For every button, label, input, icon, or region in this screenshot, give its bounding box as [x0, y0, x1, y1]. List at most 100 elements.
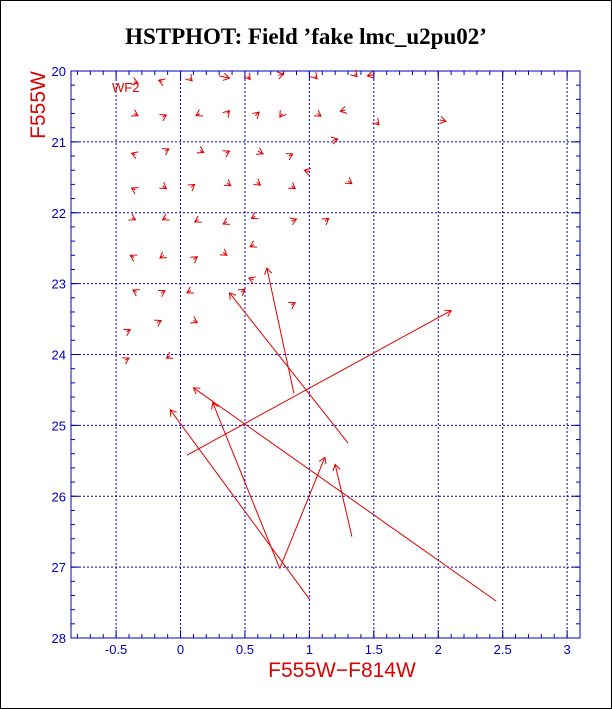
vector-arrowhead [219, 248, 228, 256]
vector-mark [195, 109, 204, 117]
vector-arrowhead [195, 109, 204, 117]
vector-arrowhead [211, 401, 219, 410]
vector-mark [219, 72, 231, 81]
axis-ticks: -0.5 0 0.5 1 1.5 2 2.5 3 20 21 22 23 24 25 26 27 28 [52, 64, 580, 657]
vector-mark [193, 215, 202, 223]
vector-arrowhead [159, 251, 167, 259]
vector-arrowhead [131, 77, 139, 85]
vector-arrowhead [190, 316, 199, 324]
vector-arrowhead [264, 267, 273, 275]
y-tick-label: 27 [52, 560, 66, 575]
vector-arrowhead [330, 136, 339, 145]
vector-mark [285, 153, 294, 161]
vector-mark [131, 77, 139, 85]
vector-mark [219, 248, 228, 256]
y-tick-label: 23 [52, 277, 66, 292]
vector-arrowhead [249, 240, 258, 248]
vector-mark [310, 71, 318, 80]
vector-arrowhead [130, 109, 139, 117]
vector-mark [250, 212, 259, 220]
vector-arrowhead [344, 177, 353, 185]
vector-arrowhead [196, 146, 205, 154]
vector-mark [129, 254, 138, 262]
vector-mark [332, 463, 353, 537]
vector-mark [169, 409, 310, 600]
vector-mark [187, 183, 196, 192]
vector-arrowhead [279, 110, 287, 118]
vector-mark [192, 387, 497, 602]
vector-shaft [266, 267, 295, 394]
vector-arrowhead [185, 73, 193, 82]
vector-arrowhead [252, 111, 260, 119]
vector-shaft [279, 457, 326, 569]
vector-mark [303, 167, 312, 176]
vector-mark [121, 357, 130, 365]
vector-mark [154, 319, 163, 327]
vector-shaft [193, 387, 497, 602]
vector-mark [247, 276, 256, 284]
vector-arrowhead [161, 213, 170, 221]
vector-arrowhead [247, 276, 256, 284]
vector-arrowhead [159, 114, 168, 122]
vector-arrowhead [255, 147, 264, 155]
vector-arrowhead [158, 289, 166, 298]
vector-mark [264, 267, 295, 394]
vector-arrowhead [237, 288, 246, 296]
vector-arrowhead [129, 254, 138, 262]
vector-arrowhead [288, 301, 297, 310]
vector-arrowhead [161, 148, 170, 156]
vector-shaft [169, 409, 310, 600]
grid-lines [71, 70, 580, 639]
vector-arrowhead [169, 409, 177, 417]
x-tick-label: 1 [306, 642, 313, 657]
vector-arrowhead [372, 117, 380, 126]
vector-arrowhead [228, 292, 237, 300]
vector-arrowhead [310, 71, 318, 80]
vector-mark [313, 109, 322, 117]
vector-mark [186, 309, 452, 456]
vector-shaft [367, 74, 374, 77]
vector-shaft [334, 464, 353, 537]
vector-mark [366, 70, 375, 79]
vector-arrowhead [222, 150, 231, 158]
vector-mark [159, 114, 168, 122]
vector-arrowhead [165, 351, 174, 359]
vector-mark [288, 181, 296, 190]
vector-arrowhead [285, 153, 294, 161]
vector-arrowhead [130, 187, 139, 195]
vector-mark [249, 240, 258, 248]
vector-mark [222, 109, 231, 118]
vector-mark [159, 181, 168, 190]
vector-mark [372, 117, 380, 126]
vector-arrowhead [253, 178, 262, 186]
vector-mark [158, 289, 166, 298]
y-tick-label: 28 [52, 631, 66, 646]
vector-mark [130, 109, 139, 117]
vector-mark [190, 256, 199, 264]
vector-arrowhead [187, 183, 196, 192]
x-tick-label: 0 [177, 642, 184, 657]
x-tick-label: 0.5 [236, 642, 254, 657]
vector-mark [161, 213, 170, 221]
vector-arrowhead [222, 217, 231, 225]
y-tick-label: 25 [52, 418, 66, 433]
vector-arrowhead [350, 69, 358, 78]
x-tick-label: 1.5 [365, 642, 383, 657]
vector-mark [279, 456, 327, 569]
y-tick-label: 24 [52, 348, 66, 363]
vector-mark [190, 316, 199, 324]
vector-arrowhead [222, 72, 231, 81]
vector-arrowhead [339, 105, 348, 114]
vector-shaft [439, 119, 447, 122]
vector-shaft [186, 310, 452, 456]
vector-mark [344, 177, 353, 185]
vector-mark [339, 105, 348, 114]
vector-mark [123, 328, 132, 337]
vector-arrowhead [366, 70, 375, 79]
vector-mark [330, 136, 339, 145]
vector-arrowhead [439, 116, 447, 125]
vector-mark [253, 178, 262, 186]
vector-arrowhead [193, 215, 202, 223]
vector-shaft [257, 150, 264, 155]
